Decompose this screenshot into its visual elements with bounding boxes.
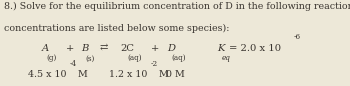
- Text: -2: -2: [150, 60, 158, 69]
- Text: A: A: [42, 44, 49, 53]
- Text: ⇄: ⇄: [100, 44, 108, 53]
- Text: +: +: [150, 44, 159, 53]
- Text: D: D: [167, 44, 175, 53]
- Text: 8.) Solve for the equilibrium concentration of D in the following reaction (the : 8.) Solve for the equilibrium concentrat…: [4, 2, 350, 11]
- Text: = 2.0 x 10: = 2.0 x 10: [229, 44, 281, 53]
- Text: 2C: 2C: [121, 44, 135, 53]
- Text: +: +: [66, 44, 74, 53]
- Text: (aq): (aq): [172, 54, 187, 63]
- Text: -4: -4: [69, 60, 76, 69]
- Text: 4.5 x 10: 4.5 x 10: [28, 70, 66, 79]
- Text: 1.2 x 10: 1.2 x 10: [109, 70, 148, 79]
- Text: eq: eq: [221, 54, 230, 63]
- Text: M: M: [75, 70, 88, 79]
- Text: (aq): (aq): [128, 54, 142, 63]
- Text: 0 M: 0 M: [166, 70, 185, 79]
- Text: concentrations are listed below some species):: concentrations are listed below some spe…: [4, 24, 230, 33]
- Text: M: M: [156, 70, 169, 79]
- Text: (g): (g): [47, 54, 57, 63]
- Text: -6: -6: [293, 33, 300, 41]
- Text: K: K: [217, 44, 224, 53]
- Text: B: B: [81, 44, 89, 53]
- Text: (s): (s): [86, 54, 95, 63]
